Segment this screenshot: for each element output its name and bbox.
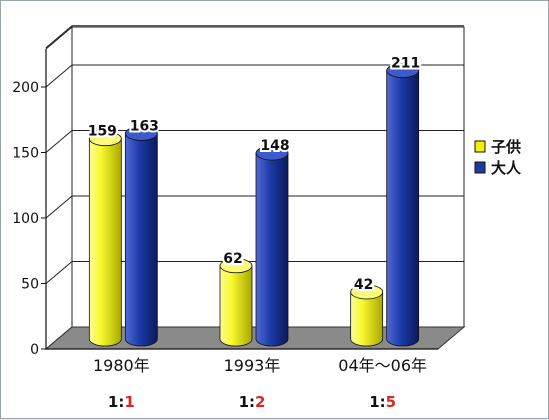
bar-cap: [124, 126, 158, 141]
legend-label: 子供: [491, 138, 521, 156]
legend-swatch: [474, 161, 486, 174]
y-tick-label: 100: [12, 211, 39, 227]
y-tick-label: 50: [21, 277, 39, 293]
gridline: [45, 261, 464, 284]
bar-cap: [219, 258, 253, 274]
bar-cap: [350, 284, 384, 300]
bar-child: [219, 265, 253, 347]
gridline: [45, 130, 464, 153]
bar-value-label: 163: [130, 118, 159, 134]
gridline: [45, 195, 464, 219]
bar-cap: [386, 63, 420, 78]
gridline: [45, 64, 464, 88]
y-tick-label: 200: [12, 80, 39, 96]
gridline: [45, 25, 464, 49]
legend-label: 大人: [491, 159, 522, 177]
bar-cap: [88, 131, 122, 147]
ratio-label: 1:1: [108, 393, 135, 411]
bar-value-label: 62: [223, 251, 242, 267]
y-tick-label: 0: [30, 342, 39, 358]
bar-cap: [255, 145, 289, 161]
y-tick-label: 150: [12, 146, 39, 162]
bar-value-label: 42: [354, 277, 373, 293]
side-wall: [45, 25, 73, 351]
bar-value-label: 148: [260, 138, 289, 154]
x-category-label: 04年～06年: [338, 356, 427, 375]
ratio-label: 1:2: [239, 393, 266, 411]
bar-adult: [386, 70, 420, 347]
bar-child: [350, 291, 384, 347]
bar-adult: [255, 152, 289, 347]
x-category-label: 1993年: [224, 356, 281, 375]
x-category-label: 1980年: [93, 356, 150, 375]
legend-swatch: [474, 140, 486, 153]
bar-value-label: 211: [391, 56, 420, 72]
bar-adult: [124, 133, 158, 347]
bar-value-label: 159: [88, 124, 117, 140]
ratio-label: 1:5: [369, 393, 396, 411]
bar-child: [88, 138, 122, 347]
